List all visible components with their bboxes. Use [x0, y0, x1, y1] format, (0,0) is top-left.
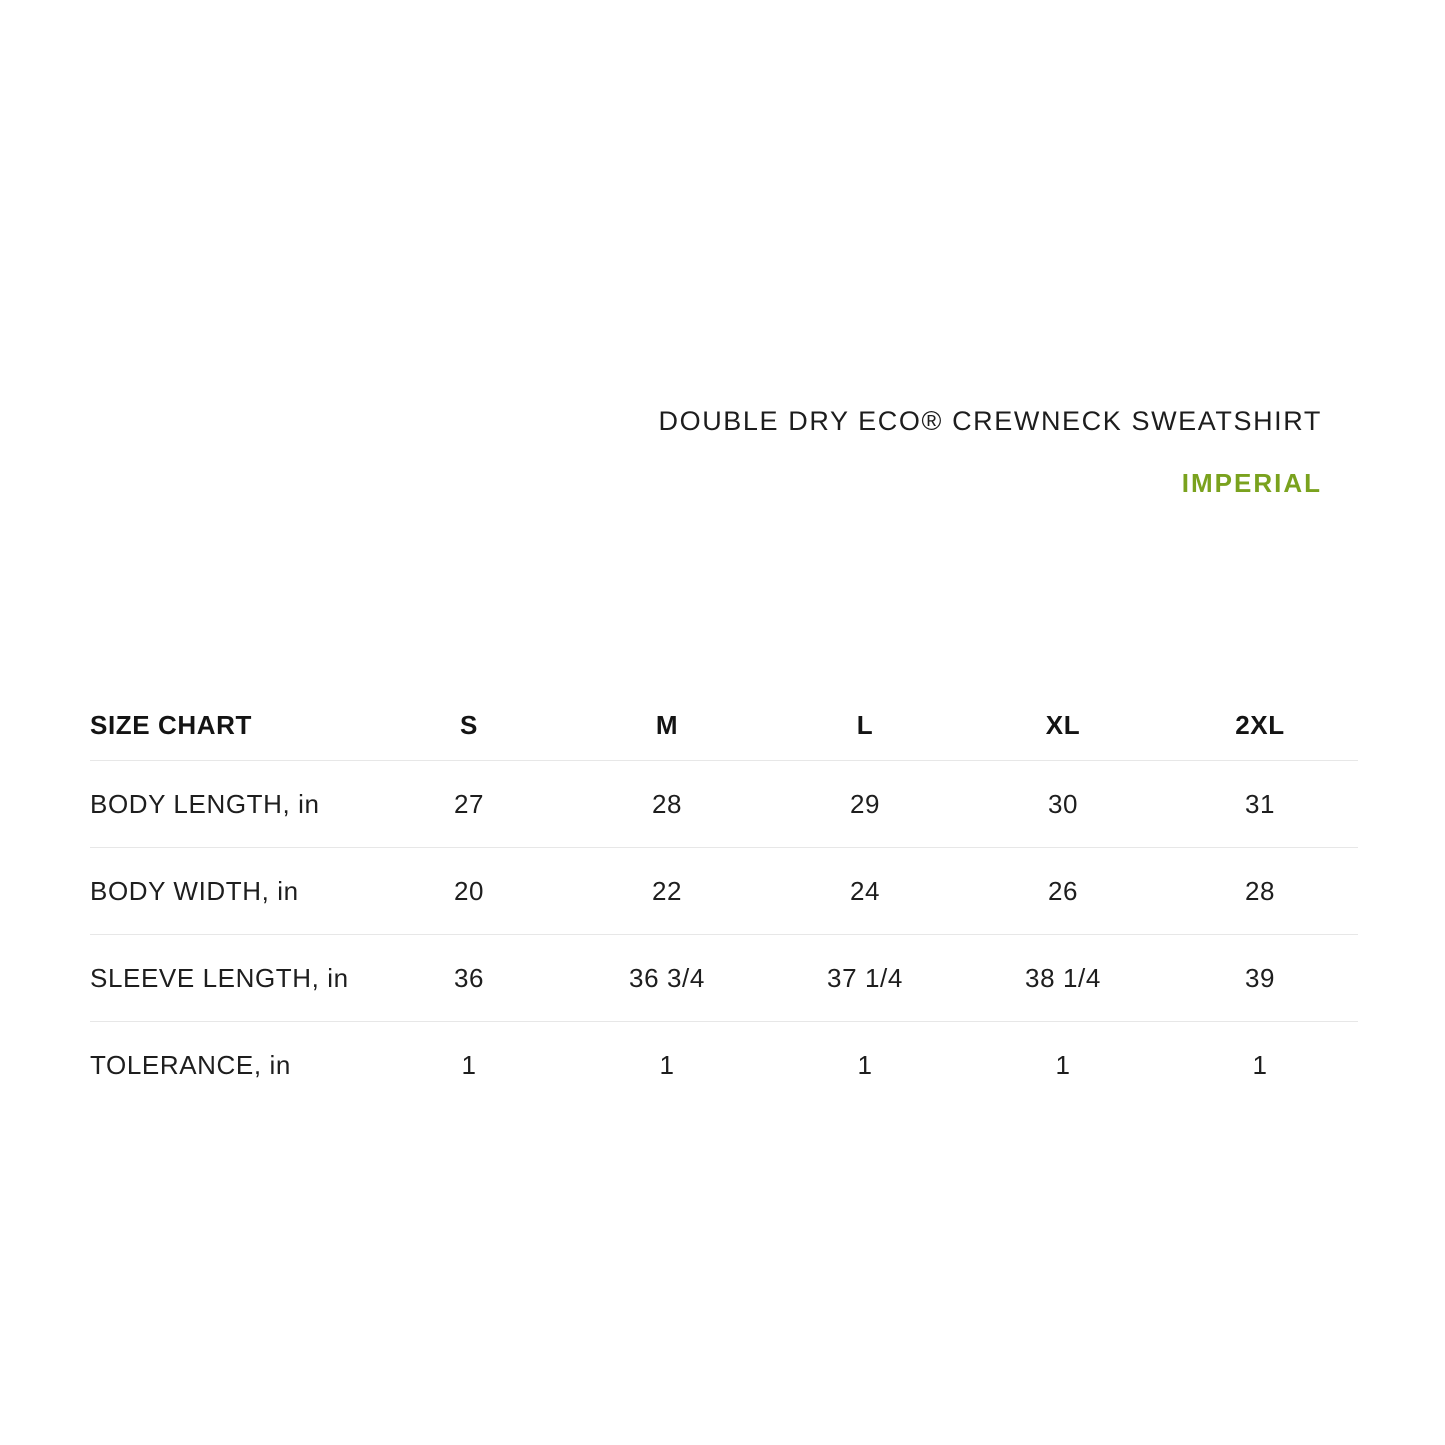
- row-label-sleeve-length: SLEEVE LENGTH, in: [90, 934, 370, 1022]
- table-row-body-length: BODY LENGTH, in 27 28 29 30 31: [90, 760, 1358, 848]
- row-label-body-width: BODY WIDTH, in: [90, 847, 370, 935]
- size-chart-table: SIZE CHART S M L XL 2XL BODY LENGTH, in …: [90, 690, 1358, 1108]
- size-chart-corner-label: SIZE CHART: [90, 690, 370, 761]
- product-header: DOUBLE DRY ECO® CREWNECK SWEATSHIRT IMPE…: [659, 406, 1323, 499]
- column-header-xl: XL: [964, 690, 1162, 761]
- cell-sleeve-length-2xl: 39: [1162, 934, 1358, 1022]
- cell-body-length-xl: 30: [964, 760, 1162, 848]
- row-label-tolerance: TOLERANCE, in: [90, 1049, 291, 1080]
- table-row-sleeve-length: SLEEVE LENGTH, in 36 36 3/4 37 1/4 38 1/…: [90, 934, 1358, 1022]
- cell-body-width-xl: 26: [964, 847, 1162, 935]
- cell-body-width-s: 20: [370, 847, 568, 935]
- cell-body-length-l: 29: [766, 760, 964, 848]
- column-header-m: M: [568, 690, 766, 761]
- cell-sleeve-length-s: 36: [370, 934, 568, 1022]
- column-header-2xl: 2XL: [1162, 690, 1358, 761]
- cell-sleeve-length-m: 36 3/4: [568, 934, 766, 1022]
- column-header-l: L: [766, 690, 964, 761]
- table-row-body-width: BODY WIDTH, in 20 22 24 26 28: [90, 847, 1358, 935]
- cell-body-width-2xl: 28: [1162, 847, 1358, 935]
- cell-tolerance-l: 1: [857, 1049, 873, 1080]
- cell-tolerance-m: 1: [659, 1049, 675, 1080]
- cell-body-length-m: 28: [568, 760, 766, 848]
- cell-body-length-2xl: 31: [1162, 760, 1358, 848]
- cell-body-width-m: 22: [568, 847, 766, 935]
- cell-tolerance-s: 1: [461, 1049, 477, 1080]
- table-row-tolerance: TOLERANCE, in 1 1 1 1 1: [90, 1022, 1358, 1109]
- size-chart-header-row: SIZE CHART S M L XL 2XL: [90, 690, 1358, 761]
- cell-sleeve-length-xl: 38 1/4: [964, 934, 1162, 1022]
- cell-body-length-s: 27: [370, 760, 568, 848]
- cell-tolerance-2xl: 1: [1252, 1049, 1268, 1080]
- cell-tolerance-xl: 1: [1055, 1049, 1071, 1080]
- cell-sleeve-length-l: 37 1/4: [766, 934, 964, 1022]
- column-header-s: S: [370, 690, 568, 761]
- unit-toggle-imperial[interactable]: IMPERIAL: [1181, 468, 1322, 498]
- row-label-body-length: BODY LENGTH, in: [90, 760, 370, 848]
- product-title: DOUBLE DRY ECO® CREWNECK SWEATSHIRT: [658, 406, 1322, 436]
- cell-body-width-l: 24: [766, 847, 964, 935]
